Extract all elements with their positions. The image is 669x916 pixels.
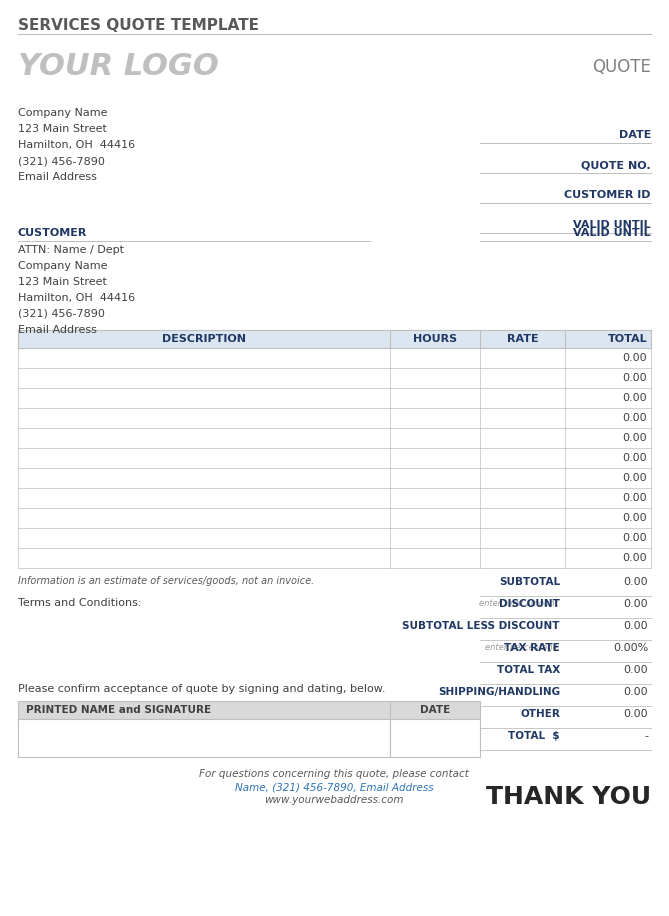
Text: RATE: RATE bbox=[506, 334, 539, 344]
Text: 0.00: 0.00 bbox=[622, 553, 647, 563]
Text: 0.00: 0.00 bbox=[622, 373, 647, 383]
Text: 0.00%: 0.00% bbox=[613, 643, 648, 653]
Text: 0.00: 0.00 bbox=[624, 665, 648, 675]
Text: HOURS: HOURS bbox=[413, 334, 457, 344]
Bar bbox=[18, 719, 390, 757]
Text: 0.00: 0.00 bbox=[622, 393, 647, 403]
Text: Hamilton, OH  44416: Hamilton, OH 44416 bbox=[18, 140, 135, 150]
Text: 123 Main Street: 123 Main Street bbox=[18, 277, 107, 287]
Bar bbox=[18, 701, 390, 719]
Text: 123 Main Street: 123 Main Street bbox=[18, 124, 107, 134]
Text: 0.00: 0.00 bbox=[622, 493, 647, 503]
Text: TOTAL: TOTAL bbox=[607, 334, 647, 344]
Text: SERVICES QUOTE TEMPLATE: SERVICES QUOTE TEMPLATE bbox=[18, 18, 259, 33]
Text: 0.00: 0.00 bbox=[624, 577, 648, 587]
Text: VALID UNTIL: VALID UNTIL bbox=[573, 220, 651, 230]
Text: SUBTOTAL LESS DISCOUNT: SUBTOTAL LESS DISCOUNT bbox=[403, 621, 560, 631]
Text: Information is an estimate of services/goods, not an invoice.: Information is an estimate of services/g… bbox=[18, 576, 314, 586]
Text: QUOTE NO.: QUOTE NO. bbox=[581, 160, 651, 170]
Text: (321) 456-7890: (321) 456-7890 bbox=[18, 156, 105, 166]
Text: 0.00: 0.00 bbox=[624, 621, 648, 631]
Text: YOUR LOGO: YOUR LOGO bbox=[18, 52, 219, 81]
Bar bbox=[18, 330, 651, 348]
Bar bbox=[390, 719, 480, 757]
Text: Company Name: Company Name bbox=[18, 108, 108, 118]
Text: Email Address: Email Address bbox=[18, 172, 97, 182]
Text: SUBTOTAL: SUBTOTAL bbox=[499, 577, 560, 587]
Text: Terms and Conditions:: Terms and Conditions: bbox=[18, 598, 142, 608]
Text: 0.00: 0.00 bbox=[622, 533, 647, 543]
Text: 0.00: 0.00 bbox=[624, 599, 648, 609]
Text: DESCRIPTION: DESCRIPTION bbox=[162, 334, 246, 344]
Text: 0.00: 0.00 bbox=[624, 709, 648, 719]
Text: 0.00: 0.00 bbox=[622, 473, 647, 483]
Text: enter total amount: enter total amount bbox=[479, 599, 558, 608]
Text: 0.00: 0.00 bbox=[622, 453, 647, 463]
Text: 0.00: 0.00 bbox=[622, 353, 647, 363]
Text: enter percentage: enter percentage bbox=[485, 643, 558, 652]
Text: Hamilton, OH  44416: Hamilton, OH 44416 bbox=[18, 293, 135, 303]
Text: For questions concerning this quote, please contact: For questions concerning this quote, ple… bbox=[199, 769, 469, 779]
Text: VALID UNTIL: VALID UNTIL bbox=[573, 228, 651, 238]
Text: PRINTED NAME and SIGNATURE: PRINTED NAME and SIGNATURE bbox=[26, 705, 211, 715]
Text: ATTN: Name / Dept: ATTN: Name / Dept bbox=[18, 245, 124, 255]
Text: Email Address: Email Address bbox=[18, 325, 97, 335]
Text: Company Name: Company Name bbox=[18, 261, 108, 271]
Text: TOTAL TAX: TOTAL TAX bbox=[497, 665, 560, 675]
Text: TOTAL  $: TOTAL $ bbox=[508, 731, 560, 741]
Text: CUSTOMER ID: CUSTOMER ID bbox=[565, 190, 651, 200]
Text: DATE: DATE bbox=[420, 705, 450, 715]
Text: 0.00: 0.00 bbox=[624, 687, 648, 697]
Text: -: - bbox=[644, 731, 648, 741]
Text: DATE: DATE bbox=[619, 130, 651, 140]
Text: CUSTOMER: CUSTOMER bbox=[18, 228, 88, 238]
Text: 0.00: 0.00 bbox=[622, 513, 647, 523]
Text: TAX RATE: TAX RATE bbox=[504, 643, 560, 653]
Text: THANK YOU: THANK YOU bbox=[486, 785, 651, 809]
Text: (321) 456-7890: (321) 456-7890 bbox=[18, 309, 105, 319]
Text: OTHER: OTHER bbox=[520, 709, 560, 719]
Text: QUOTE: QUOTE bbox=[592, 58, 651, 76]
Text: www.yourwebaddress.com: www.yourwebaddress.com bbox=[264, 795, 404, 805]
Text: SHIPPING/HANDLING: SHIPPING/HANDLING bbox=[438, 687, 560, 697]
Text: Name, (321) 456-7890, Email Address: Name, (321) 456-7890, Email Address bbox=[235, 782, 434, 792]
Text: DISCOUNT: DISCOUNT bbox=[499, 599, 560, 609]
Text: Please confirm acceptance of quote by signing and dating, below.: Please confirm acceptance of quote by si… bbox=[18, 684, 385, 694]
Text: 0.00: 0.00 bbox=[622, 413, 647, 423]
Text: 0.00: 0.00 bbox=[622, 433, 647, 443]
Bar bbox=[390, 701, 480, 719]
